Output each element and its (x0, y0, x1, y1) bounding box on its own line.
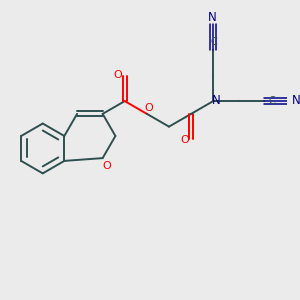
Text: C: C (269, 96, 275, 106)
Text: N: N (212, 94, 221, 107)
Text: N: N (292, 94, 300, 107)
Text: O: O (144, 103, 153, 113)
Text: O: O (113, 70, 122, 80)
Text: N: N (208, 11, 217, 24)
Text: O: O (180, 135, 189, 145)
Text: O: O (102, 161, 111, 171)
Text: C: C (210, 37, 217, 47)
